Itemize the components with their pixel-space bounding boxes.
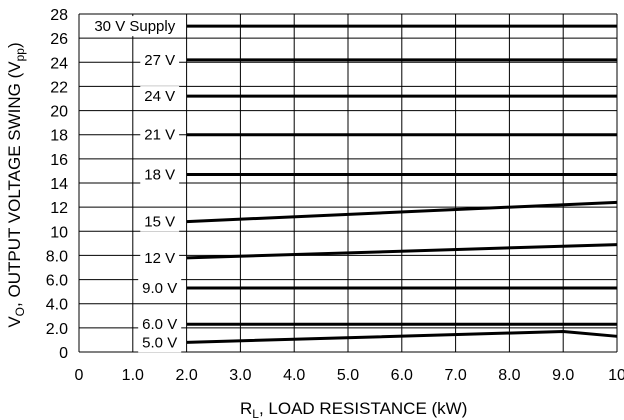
y-tick-label-11: 22 — [50, 79, 68, 96]
y-tick-labels: 0 2.0 4.0 6.0 8.0 10 12 14 16 18 20 22 24 26 28 — [46, 7, 68, 362]
series-line-5 — [186, 200, 618, 224]
x-axis-label: RL, LOAD RESISTANCE (kW) — [240, 399, 467, 420]
series-labels: 30 V Supply 27 V 24 V 21 V 18 V 15 V 12 V 9.0 V… — [94, 18, 177, 351]
y-tick-label-5: 10 — [50, 224, 68, 241]
series-line-6 — [186, 243, 618, 260]
series-label-bg-7 — [138, 278, 182, 299]
series-lines — [186, 24, 618, 344]
y-tick-label-14: 28 — [50, 7, 68, 24]
y-tick-label-12: 24 — [50, 55, 68, 72]
y-tick-label-8: 16 — [50, 152, 68, 169]
series-label-bg-0 — [90, 16, 180, 37]
series-label-bg-3 — [140, 124, 180, 145]
y-tick-label-2: 4.0 — [46, 297, 68, 314]
series-label-bg-1 — [140, 49, 180, 70]
series-label-bg-5 — [140, 211, 180, 232]
series-label-1: 27 V — [144, 52, 175, 69]
series-label-6: 12 V — [144, 250, 175, 267]
x-tick-label-6: 6.0 — [391, 367, 413, 384]
y-tick-label-7: 14 — [50, 176, 68, 193]
x-tick-labels: 0 1.0 2.0 3.0 4.0 5.0 6.0 7.0 8.0 9.0 10 — [75, 367, 624, 384]
x-tick-label-8: 8.0 — [498, 367, 520, 384]
x-tick-label-4: 4.0 — [283, 367, 305, 384]
series-label-2: 24 V — [144, 88, 175, 105]
series-label-3: 21 V — [144, 127, 175, 144]
x-tick-label-9: 9.0 — [552, 367, 574, 384]
y-tick-label-9: 18 — [50, 128, 68, 145]
series-label-8: 6.0 V — [142, 316, 177, 333]
y-tick-label-6: 12 — [50, 200, 68, 217]
x-tick-label-0: 0 — [75, 367, 84, 384]
y-tick-label-10: 20 — [50, 104, 68, 121]
x-tick-label-5: 5.0 — [337, 367, 359, 384]
y-tick-label-4: 8.0 — [46, 248, 68, 265]
x-tick-label-7: 7.0 — [444, 367, 466, 384]
series-label-bg-4 — [140, 164, 180, 185]
x-tick-label-3: 3.0 — [229, 367, 251, 384]
series-label-bg-6 — [140, 247, 180, 268]
series-label-7: 9.0 V — [142, 280, 177, 297]
x-tick-label-1: 1.0 — [122, 367, 144, 384]
series-label-4: 18 V — [144, 167, 175, 184]
series-label-bg-9 — [138, 332, 182, 353]
series-label-bg-8 — [138, 314, 182, 335]
series-label-bg-2 — [140, 86, 180, 107]
series-label-0: 30 V Supply — [94, 18, 175, 35]
y-tick-label-3: 6.0 — [46, 273, 68, 290]
x-tick-label-10: 10 — [608, 367, 624, 384]
series-line-9 — [186, 329, 618, 344]
y-tick-label-0: 0 — [59, 345, 68, 362]
y-tick-label-13: 26 — [50, 31, 68, 48]
series-label-9: 5.0 V — [142, 334, 177, 351]
series-label-5: 15 V — [144, 214, 175, 231]
label-backgrounds — [90, 16, 182, 353]
y-axis-label: VO, OUTPUT VOLTAGE SWING (Vpp) — [5, 42, 27, 327]
x-tick-label-2: 2.0 — [175, 367, 197, 384]
y-tick-label-1: 2.0 — [46, 321, 68, 338]
